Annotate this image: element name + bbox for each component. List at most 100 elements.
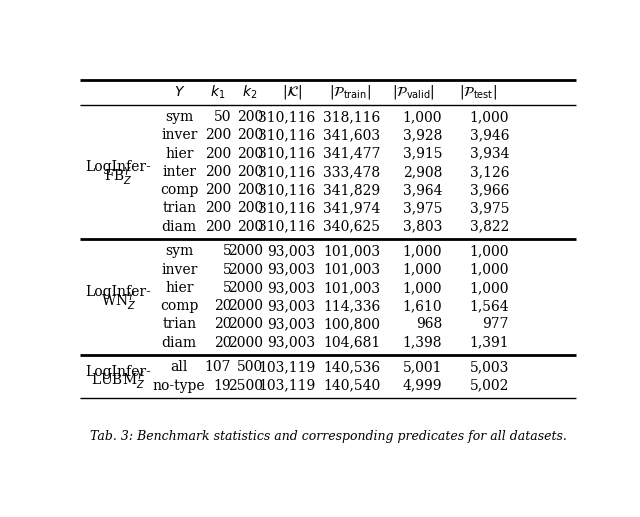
Text: 104,681: 104,681 — [323, 336, 380, 350]
Text: 200: 200 — [237, 110, 264, 124]
Text: comp: comp — [160, 299, 198, 313]
Text: 1,000: 1,000 — [403, 110, 442, 124]
Text: 93,003: 93,003 — [268, 317, 316, 331]
Text: 1,000: 1,000 — [470, 245, 509, 258]
Text: 333,478: 333,478 — [323, 165, 380, 179]
Text: 3,964: 3,964 — [403, 183, 442, 197]
Text: 341,829: 341,829 — [323, 183, 380, 197]
Text: 200: 200 — [237, 165, 264, 179]
Text: comp: comp — [160, 183, 198, 197]
Text: 140,540: 140,540 — [323, 378, 380, 393]
Text: $|\mathcal{P}_{\mathrm{valid}}|$: $|\mathcal{P}_{\mathrm{valid}}|$ — [392, 83, 435, 101]
Text: diam: diam — [162, 220, 196, 234]
Text: 1,000: 1,000 — [470, 281, 509, 295]
Text: 4,999: 4,999 — [403, 378, 442, 393]
Text: 318,116: 318,116 — [323, 110, 380, 124]
Text: 310,116: 310,116 — [259, 128, 316, 142]
Text: 200: 200 — [237, 202, 264, 216]
Text: hier: hier — [165, 146, 193, 160]
Text: 310,116: 310,116 — [259, 146, 316, 160]
Text: no-type: no-type — [153, 378, 205, 393]
Text: inver: inver — [161, 263, 197, 277]
Text: 200: 200 — [205, 146, 231, 160]
Text: 200: 200 — [237, 183, 264, 197]
Text: 1,000: 1,000 — [403, 263, 442, 277]
Text: 310,116: 310,116 — [259, 165, 316, 179]
Text: 1,398: 1,398 — [403, 336, 442, 350]
Text: 2000: 2000 — [228, 336, 264, 350]
Text: sym: sym — [165, 245, 193, 258]
Text: 103,119: 103,119 — [259, 378, 316, 393]
Text: $Y$: $Y$ — [173, 85, 185, 99]
Text: 977: 977 — [483, 317, 509, 331]
Text: 2,908: 2,908 — [403, 165, 442, 179]
Text: trian: trian — [162, 317, 196, 331]
Text: 968: 968 — [416, 317, 442, 331]
Text: 114,336: 114,336 — [323, 299, 380, 313]
Text: 3,126: 3,126 — [470, 165, 509, 179]
Text: 3,946: 3,946 — [470, 128, 509, 142]
Text: $|\mathcal{K}|$: $|\mathcal{K}|$ — [282, 83, 303, 101]
Text: 1,000: 1,000 — [470, 110, 509, 124]
Text: 1,610: 1,610 — [403, 299, 442, 313]
Text: 341,974: 341,974 — [323, 202, 380, 216]
Text: sym: sym — [165, 110, 193, 124]
Text: hier: hier — [165, 281, 193, 295]
Text: 93,003: 93,003 — [268, 299, 316, 313]
Text: 200: 200 — [237, 146, 264, 160]
Text: 2000: 2000 — [228, 281, 264, 295]
Text: FB$^Y_Z$: FB$^Y_Z$ — [104, 165, 133, 188]
Text: 310,116: 310,116 — [259, 183, 316, 197]
Text: 20: 20 — [214, 317, 231, 331]
Text: 100,800: 100,800 — [323, 317, 380, 331]
Text: 2000: 2000 — [228, 317, 264, 331]
Text: 5: 5 — [223, 263, 231, 277]
Text: 1,564: 1,564 — [469, 299, 509, 313]
Text: 101,003: 101,003 — [323, 281, 380, 295]
Text: 20: 20 — [214, 336, 231, 350]
Text: 93,003: 93,003 — [268, 281, 316, 295]
Text: inver: inver — [161, 128, 197, 142]
Text: 200: 200 — [237, 220, 264, 234]
Text: 5: 5 — [223, 281, 231, 295]
Text: 200: 200 — [205, 202, 231, 216]
Text: 5,003: 5,003 — [470, 360, 509, 374]
Text: 107: 107 — [205, 360, 231, 374]
Text: 3,915: 3,915 — [403, 146, 442, 160]
Text: 200: 200 — [205, 220, 231, 234]
Text: 200: 200 — [205, 128, 231, 142]
Text: 340,625: 340,625 — [323, 220, 380, 234]
Text: 1,000: 1,000 — [470, 263, 509, 277]
Text: inter: inter — [162, 165, 196, 179]
Text: all: all — [170, 360, 188, 374]
Text: 2000: 2000 — [228, 263, 264, 277]
Text: 20: 20 — [214, 299, 231, 313]
Text: 3,934: 3,934 — [470, 146, 509, 160]
Text: 2500: 2500 — [228, 378, 264, 393]
Text: 310,116: 310,116 — [259, 202, 316, 216]
Text: trian: trian — [162, 202, 196, 216]
Text: 1,000: 1,000 — [403, 245, 442, 258]
Text: 341,603: 341,603 — [323, 128, 380, 142]
Text: 1,391: 1,391 — [469, 336, 509, 350]
Text: 310,116: 310,116 — [259, 110, 316, 124]
Text: 200: 200 — [205, 165, 231, 179]
Text: 5: 5 — [223, 245, 231, 258]
Text: $|\mathcal{P}_{\mathrm{train}}|$: $|\mathcal{P}_{\mathrm{train}}|$ — [330, 83, 371, 101]
Text: 5,001: 5,001 — [403, 360, 442, 374]
Text: LogInfer-: LogInfer- — [86, 365, 152, 379]
Text: 310,116: 310,116 — [259, 220, 316, 234]
Text: 3,928: 3,928 — [403, 128, 442, 142]
Text: 2000: 2000 — [228, 245, 264, 258]
Text: 101,003: 101,003 — [323, 245, 380, 258]
Text: 3,975: 3,975 — [403, 202, 442, 216]
Text: LogInfer-: LogInfer- — [86, 285, 152, 299]
Text: LogInfer-: LogInfer- — [86, 160, 152, 174]
Text: $k_1$: $k_1$ — [210, 84, 225, 101]
Text: 93,003: 93,003 — [268, 245, 316, 258]
Text: 500: 500 — [237, 360, 264, 374]
Text: 19: 19 — [214, 378, 231, 393]
Text: 50: 50 — [214, 110, 231, 124]
Text: 3,975: 3,975 — [470, 202, 509, 216]
Text: 1,000: 1,000 — [403, 281, 442, 295]
